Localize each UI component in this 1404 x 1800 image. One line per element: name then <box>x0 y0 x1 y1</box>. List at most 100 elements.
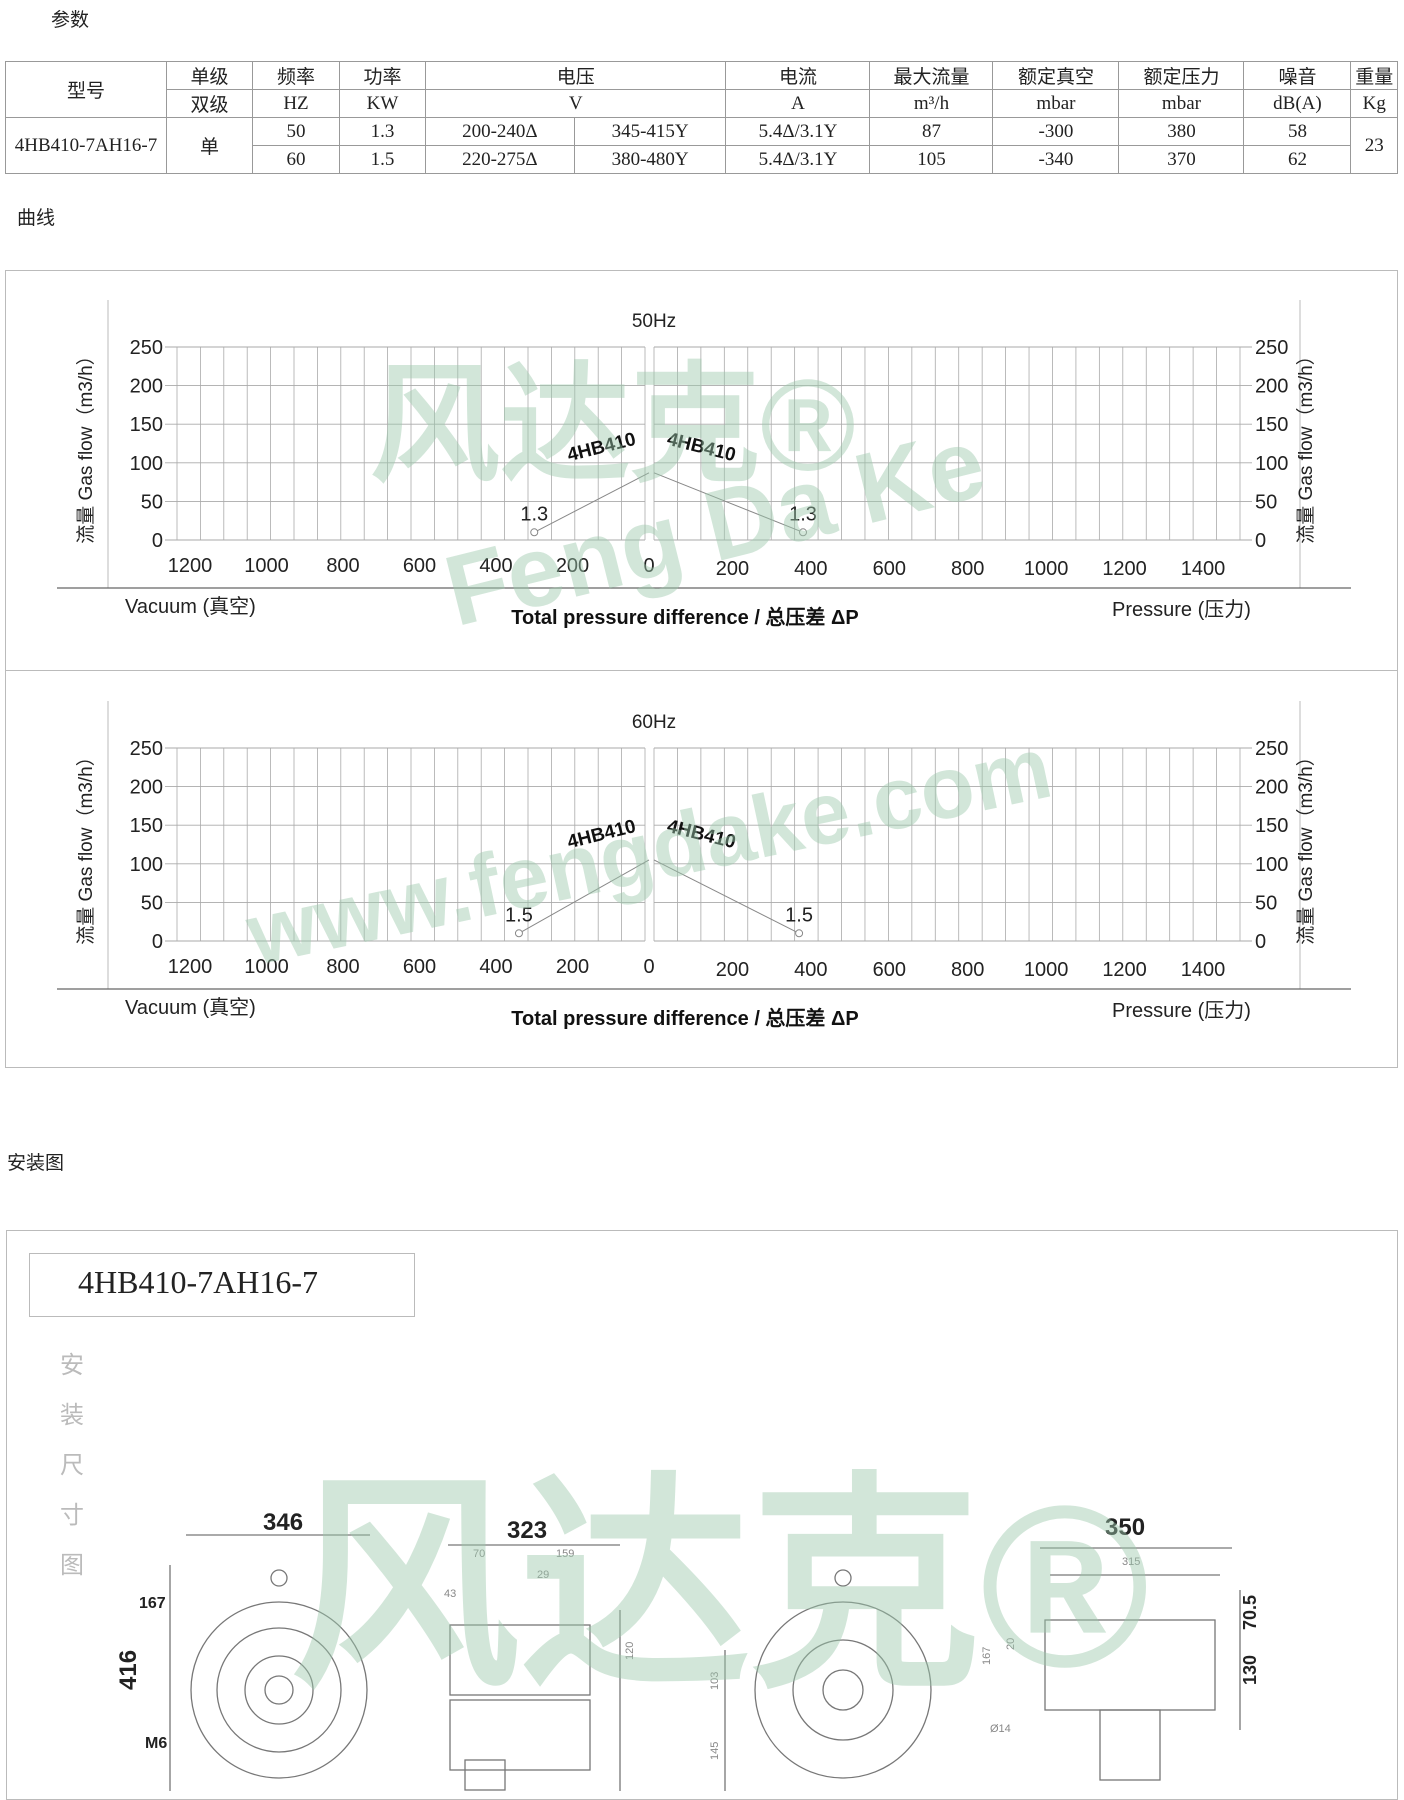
y-axis-label-right: 流量 Gas flow（m3/h） <box>1295 346 1317 543</box>
power-label: 1.3 <box>789 503 817 525</box>
curve-end-point <box>530 528 539 537</box>
th-model: 型号 <box>5 61 167 118</box>
x-tick-label-pressure: 1400 <box>1181 558 1226 580</box>
drawing-side-caption: 安装尺寸图 <box>60 1351 84 1579</box>
x-label-vacuum: Vacuum (真空) <box>125 996 256 1019</box>
dim-20: 20 <box>1005 1638 1017 1650</box>
cell-flow: 87 <box>869 117 994 146</box>
series-label: 4HB410 <box>565 429 638 466</box>
table-row: 4HB410-7AH16-7 单 50 1.3 200-240Δ 345-415… <box>5 117 1398 174</box>
curve-end-point <box>514 929 523 938</box>
x-tick-label-vacuum: 1200 <box>168 956 213 978</box>
power-label: 1.5 <box>505 904 533 926</box>
dim-29: 29 <box>537 1569 549 1581</box>
cell-a: 5.4Δ/3.1Y <box>725 145 871 174</box>
dim-346: 346 <box>263 1509 303 1536</box>
chart-divider <box>5 670 1398 671</box>
th-stage: 单级 <box>166 61 253 90</box>
cell-v-y: 380-480Y <box>573 145 727 174</box>
rear-view-outline <box>754 1601 932 1779</box>
unit-flow: m³/h <box>869 89 994 118</box>
curve-line-vacuum <box>518 859 650 934</box>
x-tick-label-vacuum: 1000 <box>244 956 289 978</box>
chart-title: 60Hz <box>632 712 676 733</box>
x-tick-label-pressure: 400 <box>794 558 827 580</box>
x-tick-label-vacuum: 200 <box>556 555 589 577</box>
dim-350: 350 <box>1105 1514 1145 1541</box>
y-tick-label-right: 100 <box>1255 453 1288 475</box>
power-label: 1.3 <box>520 503 548 525</box>
y-tick-label-left: 150 <box>130 815 163 837</box>
x-tick-label-vacuum: 1000 <box>244 555 289 577</box>
curves-box <box>5 270 1398 1068</box>
y-axis-label-left: 流量 Gas flow（m3/h） <box>75 346 97 543</box>
y-tick-label-left: 200 <box>130 376 163 398</box>
th-power: 功率 <box>339 61 426 90</box>
x-tick-label-pressure: 400 <box>794 959 827 981</box>
x-tick-label-pressure: 200 <box>716 959 749 981</box>
dim-159: 159 <box>556 1548 574 1560</box>
cell-hz: 60 <box>252 145 340 174</box>
dim-145: 145 <box>709 1742 721 1760</box>
weight-cell: 23 <box>1350 117 1398 174</box>
dim-70-5: 70.5 <box>1240 1595 1260 1630</box>
dim-167: 167 <box>139 1595 166 1612</box>
cell-vacuum: -340 <box>992 145 1120 174</box>
th-freq: 频率 <box>252 61 340 90</box>
unit-db: dB(A) <box>1243 89 1352 118</box>
x-label-vacuum: Vacuum (真空) <box>125 595 256 618</box>
dim-323: 323 <box>507 1517 547 1544</box>
x-axis-title: Total pressure difference / 总压差 ΔP <box>511 605 858 629</box>
section-title-params: 参数 <box>51 9 90 31</box>
table-header-row: 型号 单级 频率 功率 电压 电流 最大流量 额定真空 额定压力 噪音 重量 <box>5 61 1398 118</box>
y-tick-label-left: 0 <box>152 530 163 552</box>
chart-title: 50Hz <box>632 311 676 332</box>
y-tick-label-right: 250 <box>1255 337 1288 359</box>
y-tick-label-right: 250 <box>1255 738 1288 760</box>
y-tick-label-left: 50 <box>141 892 163 914</box>
dim-130: 130 <box>1240 1655 1260 1685</box>
model-cell: 4HB410-7AH16-7 <box>5 117 167 174</box>
right-view-body <box>1044 1619 1216 1711</box>
y-axis-label-right: 流量 Gas flow（m3/h） <box>1295 747 1317 944</box>
th-noise: 噪音 <box>1243 61 1352 90</box>
y-tick-label-left: 0 <box>152 931 163 953</box>
x-axis-title: Total pressure difference / 总压差 ΔP <box>511 1006 858 1030</box>
y-tick-label-right: 50 <box>1255 892 1277 914</box>
x-tick-label-pressure: 1000 <box>1024 558 1069 580</box>
x-tick-label-pressure: 800 <box>951 558 984 580</box>
dim-43: 43 <box>444 1588 456 1600</box>
y-tick-label-left: 100 <box>130 854 163 876</box>
cell-pressure: 380 <box>1118 117 1245 146</box>
y-tick-label-right: 150 <box>1255 414 1288 436</box>
x-label-pressure: Pressure (压力) <box>1112 999 1251 1022</box>
cell-kw: 1.5 <box>339 145 426 174</box>
unit-kw: KW <box>339 89 426 118</box>
y-tick-label-right: 200 <box>1255 777 1288 799</box>
curve-line-pressure <box>653 472 804 533</box>
x-tick-label-vacuum: 400 <box>479 956 512 978</box>
x-tick-label-vacuum: 800 <box>326 956 359 978</box>
stage-cell: 单 <box>166 117 253 174</box>
dim-167b: 167 <box>981 1647 993 1665</box>
y-tick-label-right: 200 <box>1255 376 1288 398</box>
x-tick-label-vacuum: 0 <box>643 555 654 577</box>
curve-end-point <box>799 528 808 537</box>
y-tick-label-right: 150 <box>1255 815 1288 837</box>
x-tick-label-pressure: 600 <box>873 558 906 580</box>
y-tick-label-right: 50 <box>1255 491 1277 513</box>
th-flow: 最大流量 <box>869 61 994 90</box>
x-tick-label-vacuum: 1200 <box>168 555 213 577</box>
section-title-install: 安装图 <box>7 1152 65 1174</box>
dim-315: 315 <box>1122 1556 1140 1568</box>
cell-v-delta: 220-275Δ <box>425 145 575 174</box>
cell-kw: 1.3 <box>339 117 426 146</box>
series-label: 4HB410 <box>665 429 738 466</box>
y-tick-label-left: 50 <box>141 491 163 513</box>
th-weight: 重量 <box>1350 61 1398 90</box>
y-tick-label-left: 100 <box>130 453 163 475</box>
dim-70: 70 <box>473 1548 485 1560</box>
curve-line-vacuum <box>534 472 650 533</box>
power-label: 1.5 <box>785 904 813 926</box>
